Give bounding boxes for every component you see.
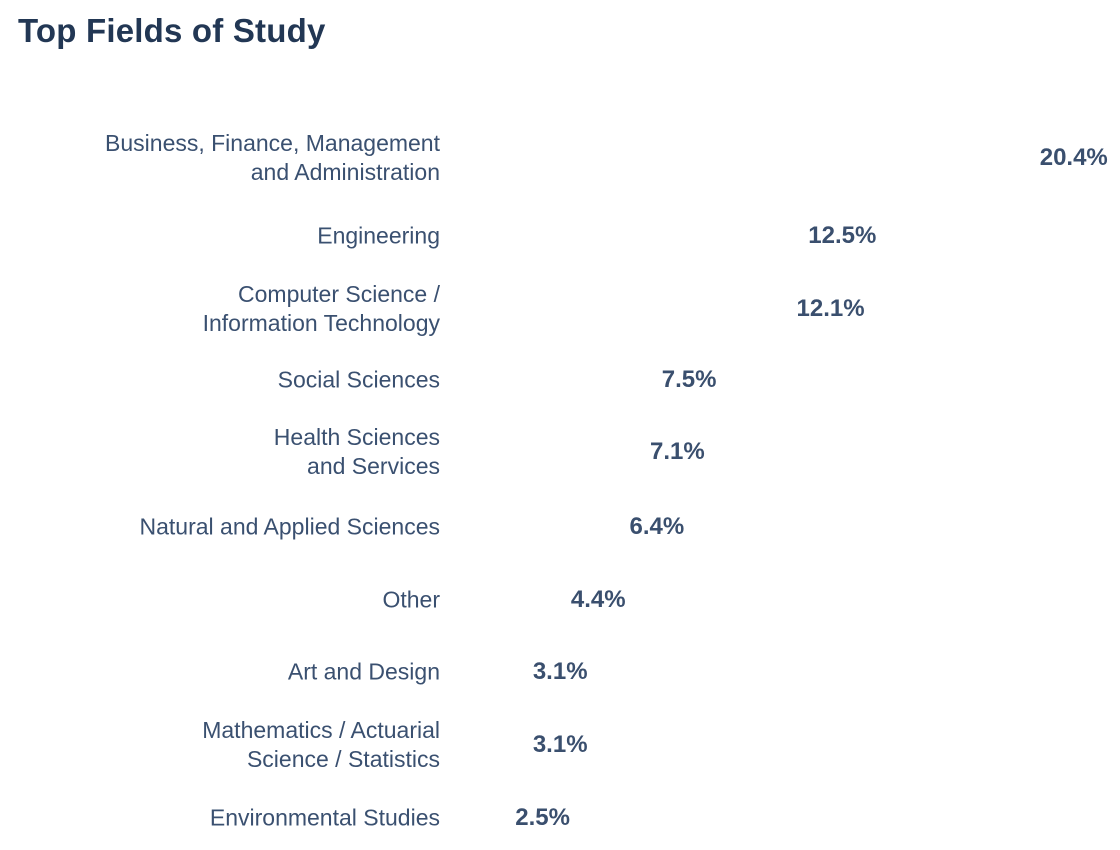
category-label: Social Sciences <box>277 366 440 393</box>
chart-title: Top Fields of Study <box>18 12 326 49</box>
category-label: Health Sciences and Services <box>273 424 440 479</box>
value-label: 3.1% <box>532 658 588 685</box>
value-label: 7.1% <box>650 438 705 465</box>
category-label: Computer Science / Information Technology <box>202 281 440 336</box>
category-label: Natural and Applied Sciences <box>139 513 440 540</box>
category-label: Engineering <box>317 222 440 249</box>
value-label: 20.4% <box>1039 144 1108 171</box>
value-label: 4.4% <box>570 586 626 613</box>
category-label: Art and Design <box>287 658 440 685</box>
category-label: Environmental Studies <box>209 804 440 831</box>
category-label: Business, Finance, Management and Adminis… <box>105 130 440 185</box>
value-label: 7.5% <box>661 366 717 393</box>
category-label: Other <box>382 586 440 613</box>
category-label: Mathematics / Actuarial Science / Statist… <box>202 717 440 772</box>
value-label: 2.5% <box>515 804 570 831</box>
value-label: 12.5% <box>808 222 877 249</box>
value-label: 12.1% <box>796 295 865 322</box>
value-label: 3.1% <box>532 731 588 758</box>
value-label: 6.4% <box>629 513 685 540</box>
